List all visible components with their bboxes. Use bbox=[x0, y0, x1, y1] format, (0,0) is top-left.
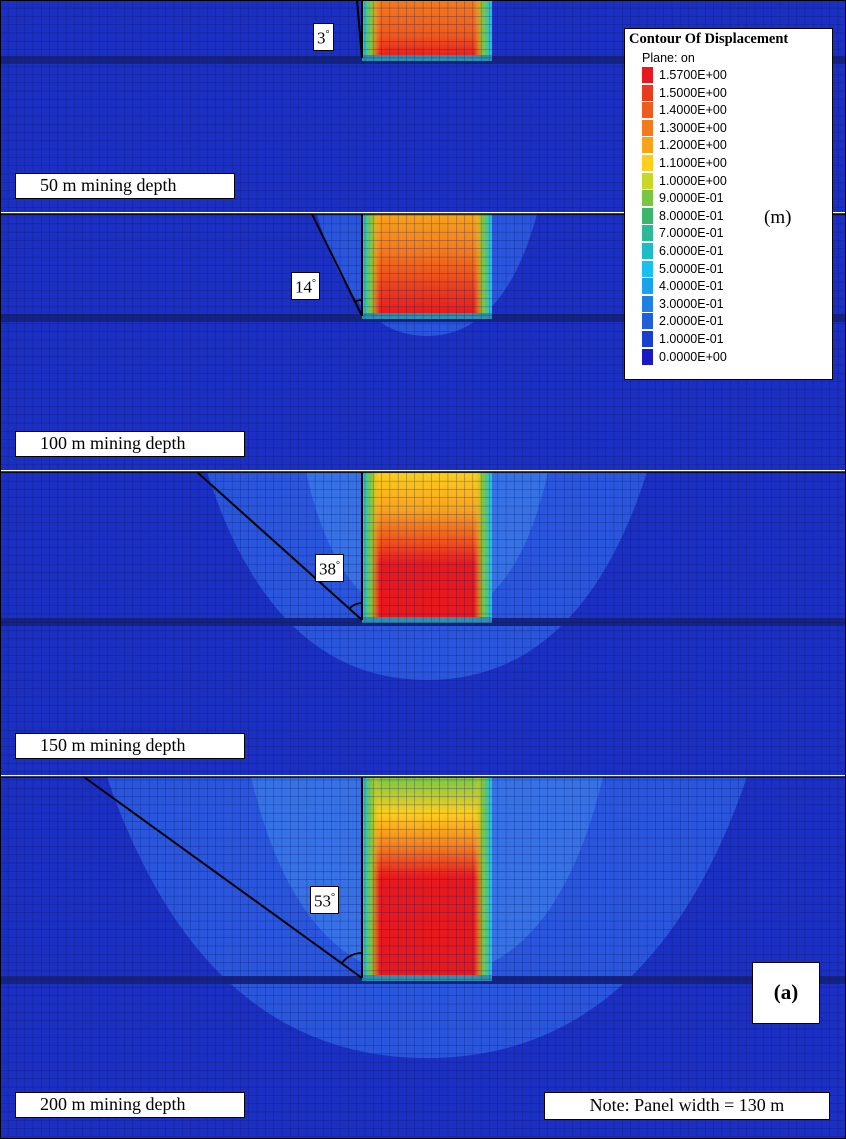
legend-swatch bbox=[642, 260, 653, 277]
legend-title: Contour Of Displacement bbox=[629, 31, 789, 47]
mesh-grid bbox=[0, 472, 846, 775]
legend-value: 1.5000E+00 bbox=[659, 85, 727, 100]
legend-swatch bbox=[642, 102, 653, 119]
legend-value: 7.0000E-01 bbox=[659, 226, 724, 241]
legend-swatch bbox=[642, 207, 653, 224]
legend-value: 8.0000E-01 bbox=[659, 208, 724, 223]
legend-swatch bbox=[642, 313, 653, 330]
legend-value: 1.1000E+00 bbox=[659, 156, 727, 170]
legend-plane: Plane: on bbox=[642, 51, 695, 65]
legend-swatch bbox=[642, 190, 653, 207]
legend-swatch bbox=[642, 67, 653, 83]
draw-angle-line bbox=[83, 776, 363, 979]
legend-swatch bbox=[642, 84, 653, 101]
legend-value: 1.2000E+00 bbox=[659, 138, 727, 153]
depth-label-100: 100 m mining depth bbox=[15, 431, 245, 457]
legend-entry: 1.4000E+00 bbox=[642, 102, 727, 119]
legend-value: 1.5700E+00 bbox=[659, 68, 727, 82]
angle-arc bbox=[354, 299, 363, 303]
legend-swatch bbox=[642, 225, 653, 242]
legend-entry: 0.0000E+00 bbox=[642, 348, 727, 366]
panel-width-note: Note: Panel width = 130 m bbox=[544, 1092, 830, 1120]
legend-entry: 1.5700E+00 bbox=[642, 67, 727, 84]
legend-value: 1.0000E+00 bbox=[659, 173, 727, 188]
legend-value: 1.0000E-01 bbox=[659, 332, 724, 346]
depth-label-50: 50 m mining depth bbox=[15, 173, 235, 199]
legend-swatch bbox=[642, 243, 653, 259]
legend-swatch bbox=[642, 331, 653, 347]
legend-entry: 1.3000E+00 bbox=[642, 119, 727, 137]
depth-label-150: 150 m mining depth bbox=[15, 733, 245, 759]
legend-value: 9.0000E-01 bbox=[659, 191, 724, 206]
depth-label-200: 200 m mining depth bbox=[15, 1092, 245, 1118]
legend-swatch bbox=[642, 295, 653, 312]
legend-unit: (m) bbox=[764, 207, 792, 228]
draw-angle-line bbox=[311, 213, 363, 317]
legend-value: 0.0000E+00 bbox=[659, 349, 727, 364]
legend-entry: 3.0000E-01 bbox=[642, 295, 724, 313]
legend-entry: 7.0000E-01 bbox=[642, 225, 724, 242]
mesh-grid bbox=[0, 777, 846, 1139]
legend-value: 6.0000E-01 bbox=[659, 244, 724, 258]
legend-entry: 6.0000E-01 bbox=[642, 243, 724, 260]
legend-entry: 5.0000E-01 bbox=[642, 260, 724, 278]
legend-entry: 9.0000E-01 bbox=[642, 190, 724, 207]
angle-arc bbox=[348, 602, 363, 610]
legend-value: 4.0000E-01 bbox=[659, 279, 724, 294]
legend-value: 3.0000E-01 bbox=[659, 296, 724, 311]
angle-arc bbox=[341, 952, 363, 964]
legend-entry: 1.2000E+00 bbox=[642, 137, 727, 154]
angle-label-14: 14° bbox=[291, 272, 320, 300]
legend-entry: 1.0000E-01 bbox=[642, 331, 724, 348]
legend-value: 5.0000E-01 bbox=[659, 261, 724, 276]
legend-value: 1.3000E+00 bbox=[659, 120, 727, 135]
angle-label-3: 3° bbox=[313, 23, 334, 51]
legend-entry: 1.1000E+00 bbox=[642, 155, 727, 172]
legend-entry: 1.0000E+00 bbox=[642, 172, 727, 190]
draw-angle-line bbox=[196, 471, 363, 621]
legend-swatch bbox=[642, 155, 653, 171]
legend-entry: 2.0000E-01 bbox=[642, 313, 724, 330]
legend-swatch bbox=[642, 119, 653, 136]
angle-label-38: 38° bbox=[315, 554, 344, 582]
legend-value: 1.4000E+00 bbox=[659, 103, 727, 118]
contour-legend: Contour Of Displacement Plane: on 1.5700… bbox=[624, 28, 833, 380]
legend-value: 2.0000E-01 bbox=[659, 314, 724, 329]
legend-swatch bbox=[642, 278, 653, 295]
draw-angle-line bbox=[356, 0, 363, 59]
angle-label-53: 53° bbox=[310, 886, 339, 914]
panel-tag: (a) bbox=[752, 962, 820, 1024]
legend-swatch bbox=[642, 137, 653, 154]
legend-swatch bbox=[642, 172, 653, 189]
legend-swatch bbox=[642, 348, 653, 365]
legend-entry: 1.5000E+00 bbox=[642, 84, 727, 102]
legend-entry: 8.0000E-01 bbox=[642, 207, 724, 225]
legend-entry: 4.0000E-01 bbox=[642, 278, 724, 295]
